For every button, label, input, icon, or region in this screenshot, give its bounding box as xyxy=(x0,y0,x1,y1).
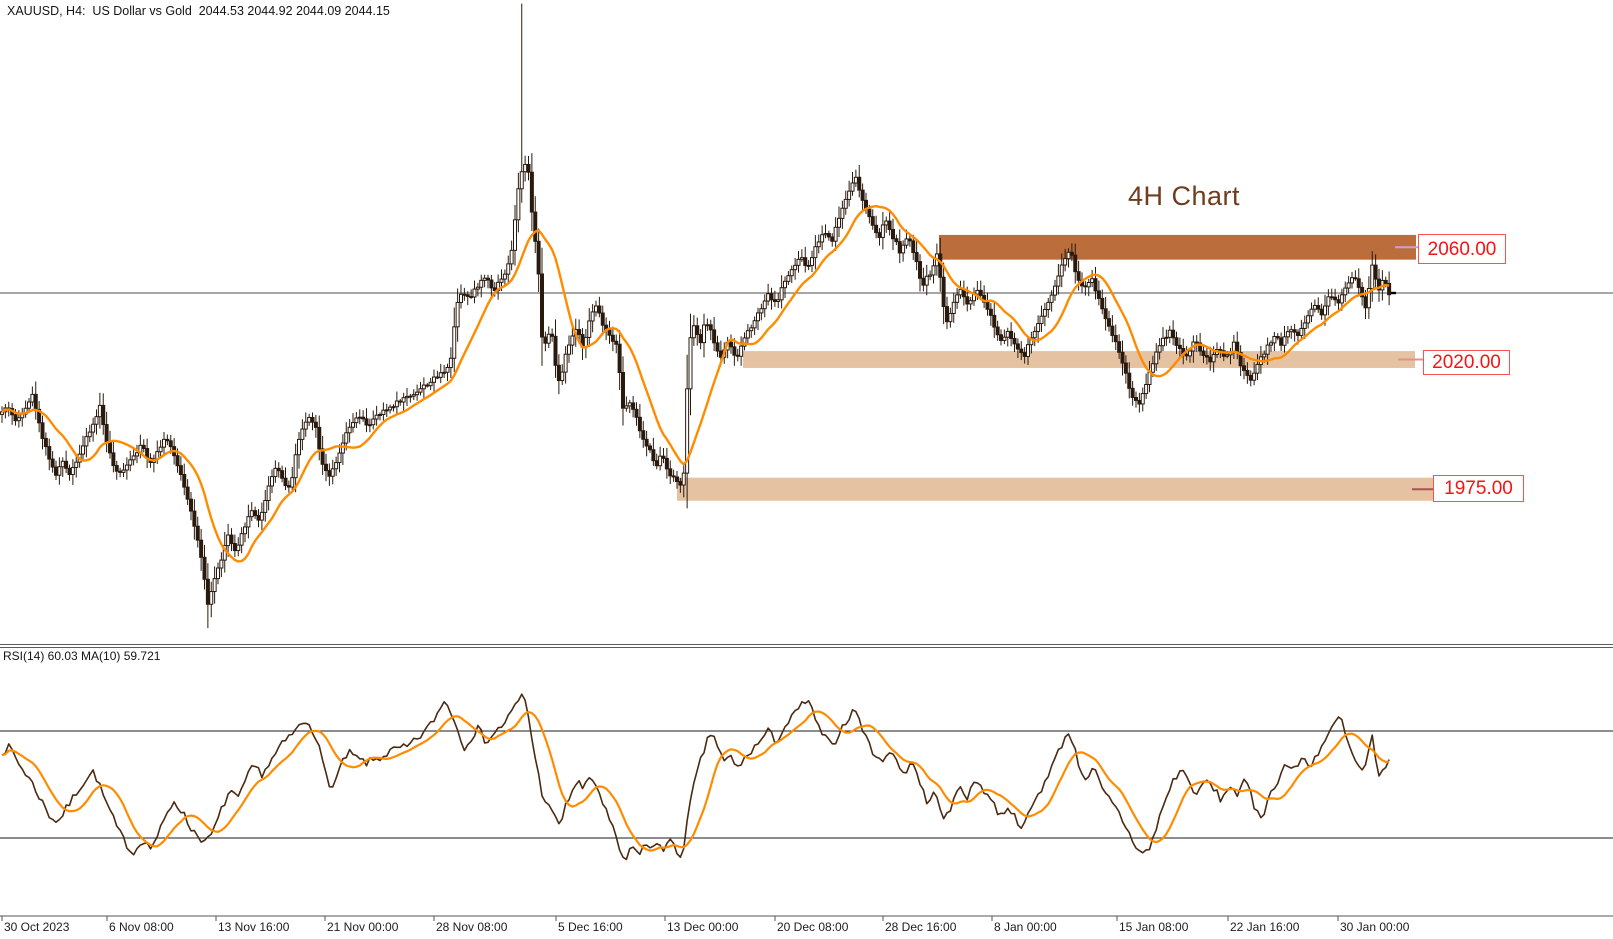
chart-annotation-label[interactable]: 4H Chart xyxy=(1128,181,1241,211)
time-axis-label: 13 Nov 16:00 xyxy=(218,920,290,934)
time-axis-label: 30 Jan 00:00 xyxy=(1340,920,1410,934)
price-level-label-1975[interactable]: 1975.00 xyxy=(1433,475,1524,502)
time-axis-label: 8 Jan 00:00 xyxy=(994,920,1057,934)
time-axis-label: 28 Dec 16:00 xyxy=(885,920,957,934)
zone-rect-2020.00[interactable] xyxy=(743,351,1415,368)
zone-rect-2060.00[interactable] xyxy=(939,234,1416,260)
time-axis-label: 28 Nov 08:00 xyxy=(436,920,508,934)
time-axis-label: 15 Jan 08:00 xyxy=(1119,920,1189,934)
candles-group xyxy=(0,3,1392,629)
time-axis-label: 5 Dec 16:00 xyxy=(558,920,623,934)
price-level-label-2060[interactable]: 2060.00 xyxy=(1418,234,1506,264)
rsi-line xyxy=(1,693,1390,861)
price-level-label-2020[interactable]: 2020.00 xyxy=(1423,350,1510,375)
symbol-title: XAUUSD, H4: US Dollar vs Gold 2044.53 20… xyxy=(7,4,390,18)
rsi-ma-line xyxy=(1,710,1390,852)
time-axis-label: 30 Oct 2023 xyxy=(4,920,70,934)
zone-rect-1975.00[interactable] xyxy=(677,477,1433,501)
time-axis-label: 13 Dec 00:00 xyxy=(667,920,739,934)
time-axis-label: 20 Dec 08:00 xyxy=(777,920,849,934)
time-axis-label: 21 Nov 00:00 xyxy=(327,920,399,934)
rsi-indicator-label: RSI(14) 60.03 MA(10) 59.721 xyxy=(3,649,161,663)
moving-average-line xyxy=(1,204,1390,563)
time-axis-label: 6 Nov 08:00 xyxy=(109,920,174,934)
time-axis-label: 22 Jan 16:00 xyxy=(1230,920,1300,934)
